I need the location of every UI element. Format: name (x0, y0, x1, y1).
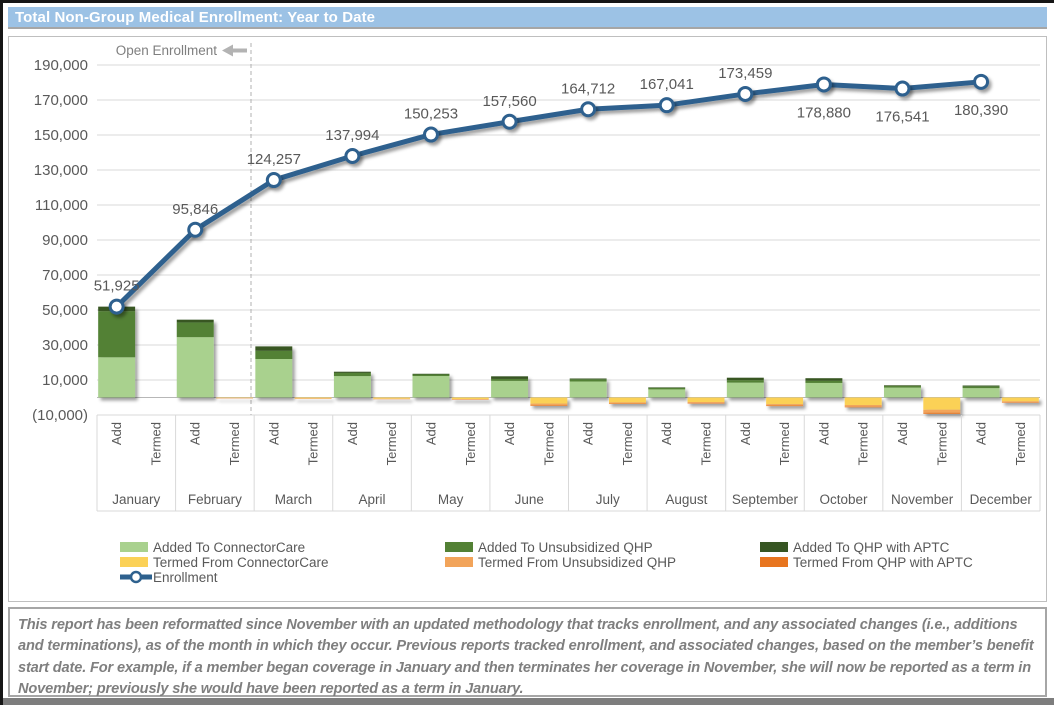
svg-text:January: January (112, 492, 160, 507)
methodology-note: This report has been reformatted since N… (8, 607, 1047, 697)
svg-text:Add: Add (188, 422, 203, 445)
svg-text:Termed: Termed (620, 422, 635, 465)
svg-text:Enrollment: Enrollment (153, 570, 218, 585)
svg-text:August: August (665, 492, 707, 507)
svg-text:(10,000): (10,000) (32, 407, 88, 424)
svg-text:Add: Add (423, 422, 438, 445)
svg-text:Added To Unsubsidized QHP: Added To Unsubsidized QHP (478, 540, 653, 555)
report-title: Total Non-Group Medical Enrollment: Year… (15, 8, 376, 26)
svg-text:Add: Add (502, 422, 517, 445)
svg-text:Add: Add (816, 422, 831, 445)
svg-text:Termed: Termed (1013, 422, 1028, 465)
svg-text:November: November (891, 492, 954, 507)
svg-text:December: December (970, 492, 1033, 507)
svg-text:Open Enrollment: Open Enrollment (116, 43, 218, 58)
svg-text:167,041: 167,041 (640, 76, 694, 93)
svg-text:190,000: 190,000 (34, 57, 88, 74)
svg-text:July: July (596, 492, 620, 507)
svg-text:Add: Add (974, 422, 989, 445)
svg-text:110,000: 110,000 (35, 197, 88, 214)
svg-text:Add: Add (581, 422, 596, 445)
svg-text:March: March (275, 492, 313, 507)
svg-text:90,000: 90,000 (42, 232, 88, 249)
svg-text:170,000: 170,000 (34, 92, 88, 109)
report-title-bar: Total Non-Group Medical Enrollment: Year… (8, 7, 1047, 29)
svg-text:Add: Add (895, 422, 910, 445)
svg-text:Add: Add (109, 422, 124, 445)
svg-text:70,000: 70,000 (42, 267, 88, 284)
svg-text:150,253: 150,253 (404, 106, 458, 123)
svg-text:Added To QHP with APTC: Added To QHP with APTC (793, 540, 950, 555)
page-bottom-edge (3, 698, 1054, 705)
svg-text:Add: Add (266, 422, 281, 445)
svg-text:124,257: 124,257 (247, 151, 301, 168)
svg-text:Termed: Termed (699, 422, 714, 465)
svg-text:Termed From Unsubsidized QHP: Termed From Unsubsidized QHP (478, 555, 676, 570)
svg-text:130,000: 130,000 (34, 162, 88, 179)
svg-text:Add: Add (738, 422, 753, 445)
svg-text:173,459: 173,459 (718, 65, 772, 82)
svg-text:Termed From ConnectorCare: Termed From ConnectorCare (153, 555, 329, 570)
svg-text:50,000: 50,000 (42, 302, 88, 319)
svg-text:95,846: 95,846 (172, 201, 218, 218)
svg-text:137,994: 137,994 (325, 127, 379, 144)
enrollment-chart: 190,000 170,000 150,000 130,000 110,000 90,00… (32, 43, 1041, 585)
svg-text:150,000: 150,000 (34, 127, 88, 144)
svg-text:Termed: Termed (463, 422, 478, 465)
svg-text:Termed: Termed (777, 422, 792, 465)
svg-text:Termed: Termed (934, 422, 949, 465)
svg-text:180,390: 180,390 (954, 102, 1008, 119)
svg-text:157,560: 157,560 (482, 93, 536, 110)
svg-text:June: June (515, 492, 544, 507)
svg-text:Termed: Termed (384, 422, 399, 465)
svg-text:30,000: 30,000 (42, 337, 88, 354)
svg-text:April: April (359, 492, 386, 507)
svg-text:Termed: Termed (541, 422, 556, 465)
svg-text:Added To ConnectorCare: Added To ConnectorCare (153, 540, 305, 555)
svg-text:Add: Add (659, 422, 674, 445)
svg-text:Termed: Termed (856, 422, 871, 465)
svg-text:Termed: Termed (148, 422, 163, 465)
svg-text:May: May (438, 492, 464, 507)
svg-text:February: February (188, 492, 242, 507)
svg-text:164,712: 164,712 (561, 80, 615, 97)
svg-text:178,880: 178,880 (797, 104, 851, 121)
svg-text:51,925: 51,925 (94, 278, 140, 295)
svg-text:October: October (820, 492, 869, 507)
svg-text:September: September (732, 492, 799, 507)
svg-text:Add: Add (345, 422, 360, 445)
svg-text:Termed: Termed (227, 422, 242, 465)
svg-text:176,541: 176,541 (875, 109, 929, 126)
chart-panel: 190,000 170,000 150,000 130,000 110,000 90,00… (8, 36, 1047, 602)
methodology-note-text: This report has been reformatted since N… (18, 617, 1034, 698)
svg-text:Termed: Termed (306, 422, 321, 465)
svg-text:Termed From QHP with APTC: Termed From QHP with APTC (793, 555, 973, 570)
svg-text:10,000: 10,000 (42, 372, 88, 389)
